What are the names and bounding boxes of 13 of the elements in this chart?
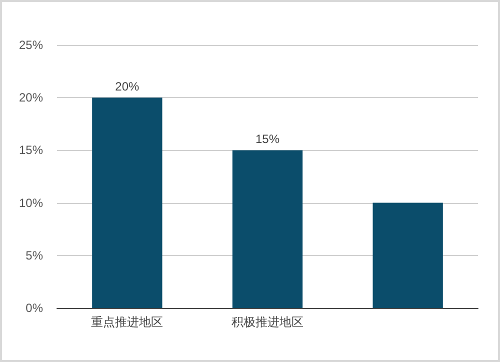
- bar: [92, 98, 162, 308]
- bar: [232, 150, 303, 308]
- x-tick-label: 重点推进地区: [91, 315, 164, 329]
- data-label: 20%: [115, 80, 140, 94]
- y-tick-label: 15%: [18, 143, 44, 158]
- y-tick-label: 5%: [26, 248, 44, 262]
- x-tick-label: 积极推进地区: [232, 315, 304, 329]
- y-tick-label: 10%: [18, 196, 44, 210]
- bar: [372, 202, 443, 308]
- y-tick-label: 20%: [18, 90, 44, 105]
- data-label: 15%: [255, 132, 280, 146]
- y-tick-label: 25%: [18, 38, 44, 52]
- y-tick-label: 0%: [26, 301, 44, 315]
